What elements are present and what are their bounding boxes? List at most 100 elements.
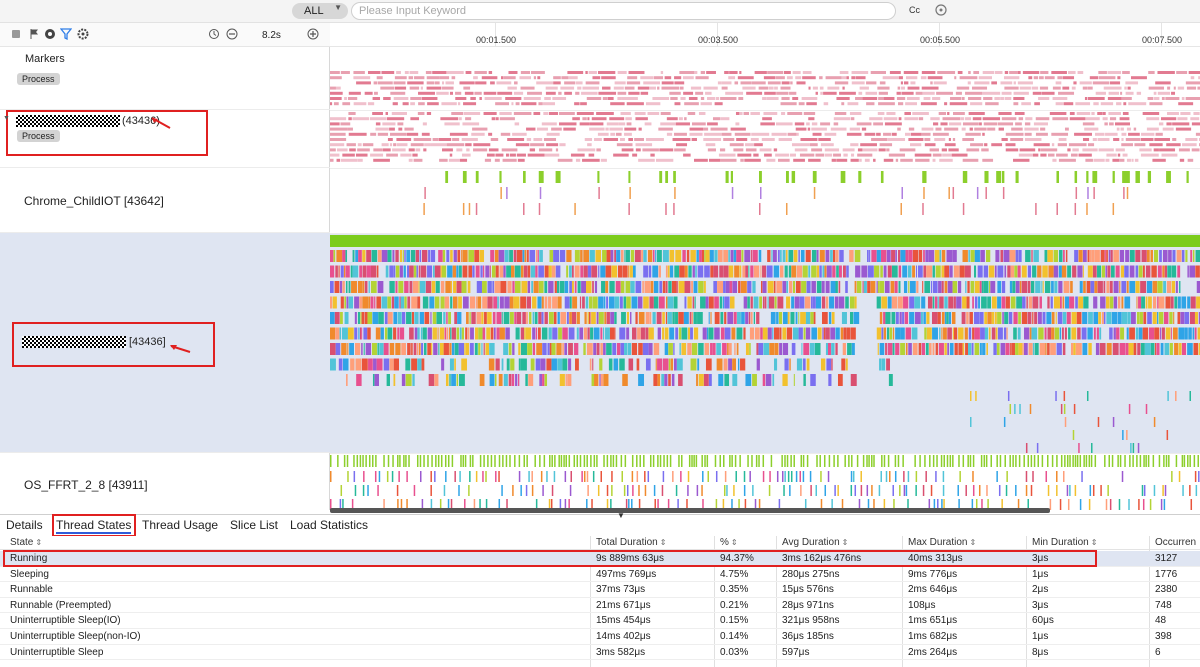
record-icon[interactable] xyxy=(44,28,56,40)
col-header-label: Min Duration xyxy=(1032,537,1089,548)
process-pid: (43436) xyxy=(122,115,160,127)
main-thread-row[interactable]: [43436] xyxy=(0,233,330,453)
col-header-state[interactable]: State ⇕ xyxy=(10,537,42,550)
tab-thread-states[interactable]: Thread States xyxy=(56,518,132,534)
time-tick: 00:03.500 xyxy=(697,35,739,45)
filter-icon[interactable] xyxy=(60,28,72,40)
process-43436-row[interactable]: (43436) Process xyxy=(0,110,330,168)
table-cell: 0.21% xyxy=(720,599,749,611)
tick-line xyxy=(1161,23,1162,47)
table-cell: 0.14% xyxy=(720,631,749,642)
markers-row-label[interactable]: Markers xyxy=(0,47,330,70)
column-divider xyxy=(1149,536,1150,667)
table-cell: Uninterruptible Sleep(non-IO) xyxy=(10,631,141,642)
table-cell: 21ms 671μs xyxy=(596,599,651,611)
time-tick: 00:01.500 xyxy=(475,35,517,45)
markers-label: Markers xyxy=(25,53,65,65)
time-ruler[interactable]: 00:01.500 00:03.500 00:05.500 00:07.500 xyxy=(330,23,1200,47)
col-header-total-duration[interactable]: Total Duration ⇕ xyxy=(596,537,666,550)
table-cell: 36μs 185ns xyxy=(782,631,834,642)
ffrt-thread-label: OS_FFRT_2_8 [43911] xyxy=(24,478,148,492)
trace-toolbar: 8.2s xyxy=(0,23,330,47)
track-labels: Markers Process (43436) Process ▼ Chrome… xyxy=(0,47,330,510)
time-tick: 00:07.500 xyxy=(1141,35,1183,45)
table-cell: 4.75% xyxy=(720,568,749,580)
zoom-out-icon[interactable] xyxy=(226,28,238,40)
col-header-max-duration[interactable]: Max Duration ⇕ xyxy=(908,537,976,550)
thread-states-table: State ⇕ Total Duration ⇕ % ⇕ Avg Duration ⇕ … xyxy=(0,536,1200,667)
table-row[interactable]: Uninterruptible Sleep 3ms 582μs 0.03% 597μs… xyxy=(0,645,1200,661)
table-cell: 15μs 576ns xyxy=(782,584,834,596)
tab-thread-usage[interactable]: Thread Usage xyxy=(142,518,219,532)
table-row[interactable]: Running 9s 889ms 63μs 94.37% 3ms 162μs 476n… xyxy=(0,551,1200,567)
horizontal-scrollbar[interactable] xyxy=(330,508,1050,513)
trace-canvas[interactable] xyxy=(330,47,1200,510)
flag-icon[interactable] xyxy=(28,28,40,40)
time-tick: 00:05.500 xyxy=(919,35,961,45)
stop-icon[interactable] xyxy=(10,28,22,40)
col-header-label: State xyxy=(10,537,34,548)
table-cell: 3μs xyxy=(1032,553,1049,564)
table-cell: 398 xyxy=(1155,631,1172,642)
column-divider xyxy=(776,536,777,667)
tick-line xyxy=(495,23,496,47)
col-header-occurrences[interactable]: Occurren xyxy=(1155,537,1196,550)
table-cell: 0.15% xyxy=(720,615,749,627)
scope-select[interactable]: ALL ▼ xyxy=(292,3,348,19)
highlight-box xyxy=(12,322,215,367)
table-cell: 1ms 651μs xyxy=(908,615,958,627)
table-cell: 2μs xyxy=(1032,584,1049,596)
search-input[interactable] xyxy=(351,2,896,20)
table-row[interactable]: Runnable (Preempted) 21ms 671μs 0.21% 28μs … xyxy=(0,598,1200,614)
trace-timeline[interactable] xyxy=(330,47,1200,510)
table-cell: 40ms 313μs xyxy=(908,553,963,564)
process-tag: Process xyxy=(17,130,60,142)
table-cell: Runnable xyxy=(10,584,53,596)
table-cell: Uninterruptible Sleep(IO) xyxy=(10,615,121,627)
tick-line xyxy=(717,23,718,47)
column-divider xyxy=(714,536,715,667)
column-divider xyxy=(1026,536,1027,667)
highlight-box xyxy=(6,110,208,156)
chrome-thread-row[interactable]: Chrome_ChildIOT [43642] xyxy=(0,168,330,233)
tab-slice-list[interactable]: Slice List xyxy=(230,518,279,532)
table-cell: 3ms 162μs 476ns xyxy=(782,553,862,564)
collapse-panel-icon[interactable]: ▼ xyxy=(617,511,625,520)
table-cell: 37ms 73μs xyxy=(596,584,646,596)
tab-load-statistics[interactable]: Load Statistics xyxy=(290,518,369,532)
table-cell: 8μs xyxy=(1032,646,1049,658)
table-row[interactable]: Uninterruptible Sleep(non-IO) 14ms 402μs 0… xyxy=(0,629,1200,645)
table-cell: Running xyxy=(10,553,48,564)
tab-details[interactable]: Details xyxy=(6,518,43,532)
tick-line xyxy=(939,23,940,47)
table-cell: 3μs xyxy=(1032,599,1049,611)
chevron-down-icon: ▼ xyxy=(334,3,342,12)
col-header-min-duration[interactable]: Min Duration ⇕ xyxy=(1032,537,1097,550)
clear-icon[interactable] xyxy=(935,4,947,16)
ffrt-thread-row[interactable]: OS_FFRT_2_8 [43911] xyxy=(0,453,330,510)
table-row[interactable]: Uninterruptible Sleep(IO) 15ms 454μs 0.15%… xyxy=(0,613,1200,629)
sort-icon: ⇕ xyxy=(1090,538,1098,547)
col-header-avg-duration[interactable]: Avg Duration ⇕ xyxy=(782,537,848,550)
table-cell: 2380 xyxy=(1155,584,1178,596)
table-cell: 0.35% xyxy=(720,584,749,596)
expand-caret-icon[interactable]: ▼ xyxy=(3,115,10,122)
search-bar: ALL ▼ Cc xyxy=(0,0,1200,23)
process-row-label[interactable]: Process xyxy=(0,70,330,110)
table-cell: 60μs xyxy=(1032,615,1054,627)
table-row[interactable]: Runnable 37ms 73μs 0.35% 15μs 576ns 2ms 646μ… xyxy=(0,582,1200,598)
col-header-percent[interactable]: % ⇕ xyxy=(720,537,738,550)
zoom-in-icon[interactable] xyxy=(307,28,319,40)
table-cell: 2ms 646μs xyxy=(908,584,958,596)
table-cell: 94.37% xyxy=(720,553,754,564)
col-header-label: Total Duration xyxy=(596,537,658,548)
table-cell: 2ms 264μs xyxy=(908,646,958,658)
table-cell: 1μs xyxy=(1032,568,1049,580)
main-thread-tid: [43436] xyxy=(129,336,166,348)
settings-icon[interactable] xyxy=(77,28,89,40)
sort-icon: ⇕ xyxy=(659,538,667,547)
table-row[interactable]: Sleeping 497ms 769μs 4.75% 280μs 275ns 9ms 7… xyxy=(0,567,1200,583)
case-sensitive-toggle[interactable]: Cc xyxy=(909,5,920,15)
history-icon[interactable] xyxy=(208,28,220,40)
